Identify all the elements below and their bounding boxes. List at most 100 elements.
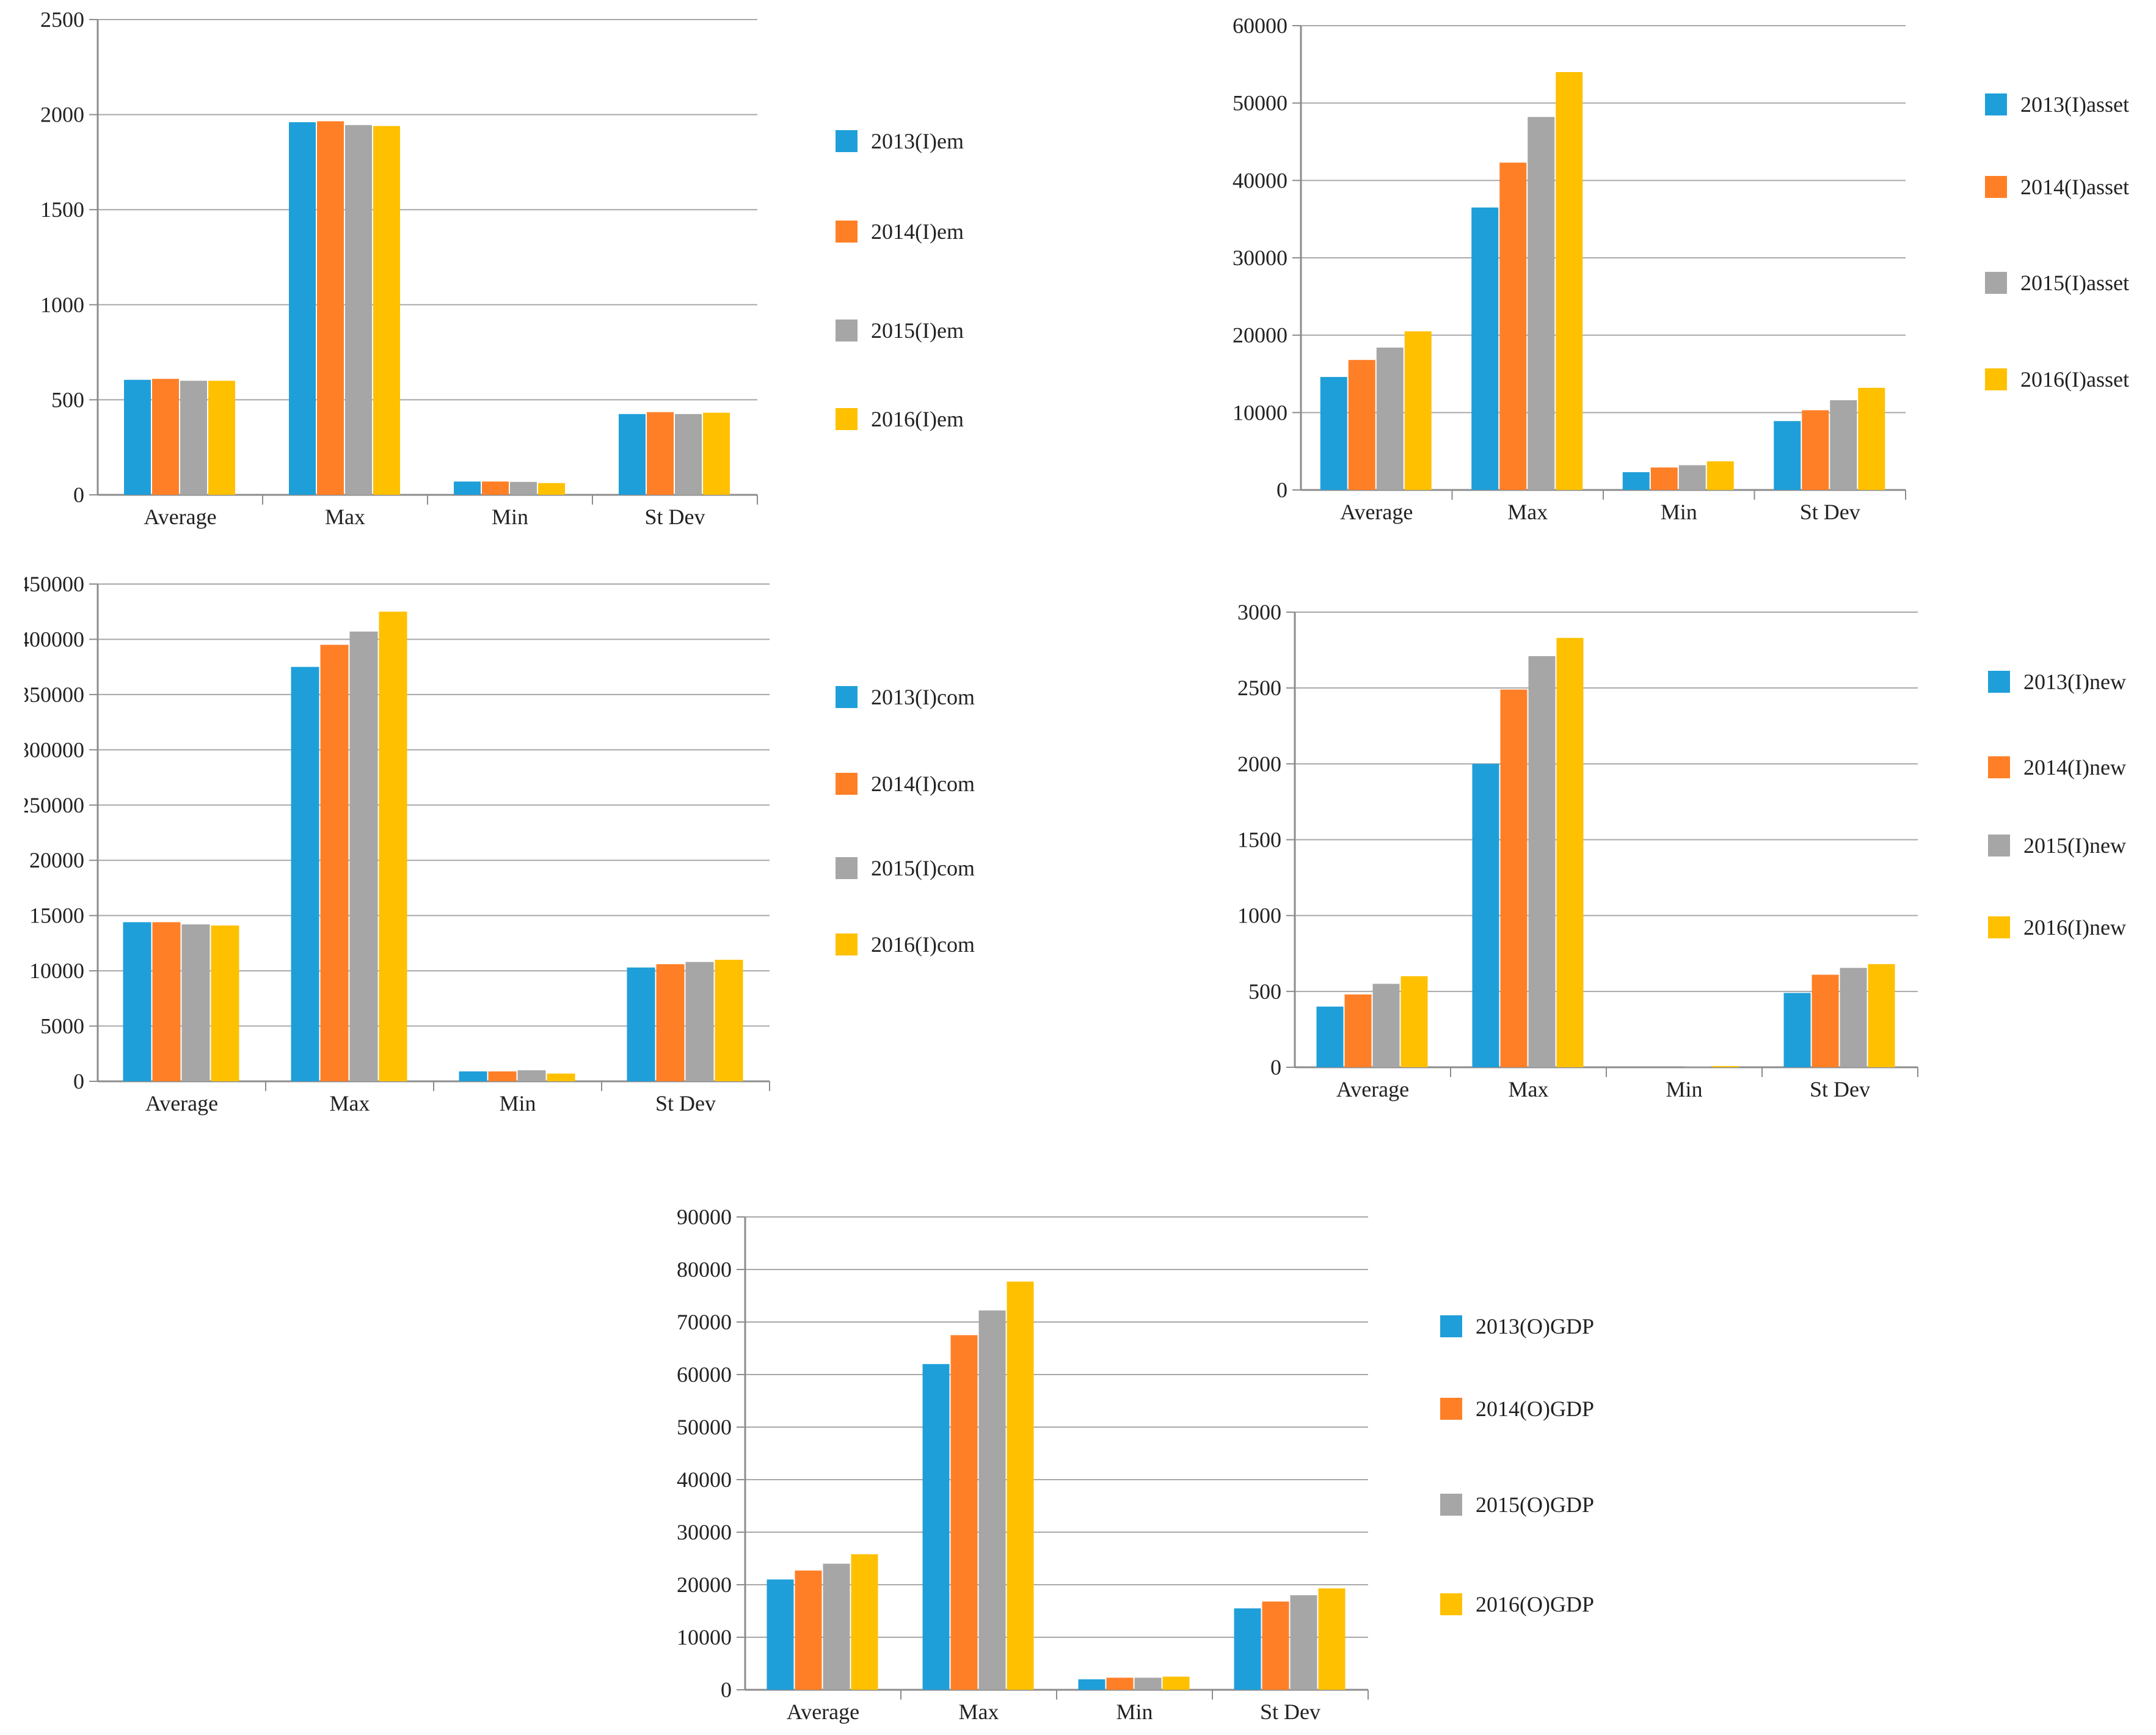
legend-item: 2014(I)em <box>836 219 964 244</box>
bar <box>851 1554 878 1690</box>
legend-label: 2015(I)em <box>871 318 964 343</box>
bar <box>950 1335 978 1690</box>
bar <box>619 414 646 495</box>
bar <box>1622 472 1650 490</box>
bar <box>488 1071 517 1081</box>
x-category-label: Min <box>1666 1077 1702 1101</box>
legend-swatch <box>836 221 858 243</box>
chart-new: 0 500 1000 1500 2000 2500 3000 Average Max Min St … <box>1237 600 1918 1101</box>
chart-asset: 0 10000 20000 30000 40000 50000 60000 Average Ma… <box>1233 13 1906 524</box>
bar <box>715 960 743 1081</box>
chart-employment: 0 500 1000 1500 2000 2500 Average Max Min St Dev <box>40 12 758 529</box>
bar <box>1812 974 1839 1067</box>
y-tick-label: 350000 <box>24 682 84 707</box>
bar <box>454 481 481 495</box>
bar <box>180 381 207 495</box>
legend-item: 2016(I)em <box>836 406 964 432</box>
x-category-label: St Dev <box>1800 500 1860 524</box>
x-category-label: Max <box>959 1700 999 1724</box>
legend-label: 2015(O)GDP <box>1476 1492 1594 1517</box>
legend-label: 2015(I)com <box>871 856 975 880</box>
bar <box>1290 1595 1317 1690</box>
bar <box>795 1570 822 1690</box>
y-tick-label: 40000 <box>1233 168 1287 192</box>
y-tick-label: 1500 <box>1237 828 1281 852</box>
y-tick-label: 2000 <box>40 103 84 127</box>
x-category-label: Min <box>492 505 528 529</box>
legend-item: 2013(I)em <box>836 128 964 154</box>
bar <box>1262 1601 1289 1690</box>
legend-item: 2014(I)new <box>1988 754 2126 780</box>
bar <box>1858 387 1885 490</box>
bar <box>482 481 509 495</box>
y-tick-label: 0 <box>73 1069 84 1094</box>
bar <box>1712 1066 1739 1067</box>
y-tick-label: 10000 <box>1233 400 1287 425</box>
bar <box>1774 421 1801 490</box>
bar <box>208 381 235 495</box>
bar <box>1840 968 1867 1067</box>
legend-swatch <box>1988 916 2010 938</box>
legend-label: 2014(O)GDP <box>1476 1397 1594 1421</box>
bar <box>767 1579 794 1690</box>
bar <box>317 121 344 495</box>
legend-item: 2015(I)new <box>1988 833 2126 858</box>
legend-swatch <box>836 130 858 152</box>
y-tick-label: 500 <box>51 387 84 412</box>
y-tick-label: 50000 <box>1233 91 1287 115</box>
x-category-label: Average <box>1340 500 1413 524</box>
y-tick-label: 5000 <box>40 1014 84 1039</box>
x-category-label: St Dev <box>645 505 705 529</box>
x-category-label: Average <box>144 505 216 529</box>
x-category-label: Average <box>1336 1077 1409 1101</box>
bar <box>675 414 702 495</box>
y-tick-label: 0 <box>73 483 84 507</box>
x-category-label: Min <box>499 1091 536 1116</box>
legend-swatch <box>836 857 858 879</box>
bar <box>373 126 400 495</box>
legend-swatch <box>1985 272 2007 294</box>
y-tick-label: 80000 <box>677 1257 732 1282</box>
bar <box>685 962 714 1081</box>
legend-item: 2013(O)GDP <box>1440 1313 1594 1339</box>
bar <box>1830 400 1857 490</box>
bar <box>459 1071 487 1081</box>
legend-item: 2016(O)GDP <box>1440 1591 1594 1617</box>
legend-swatch <box>1440 1494 1462 1516</box>
bar <box>181 924 210 1081</box>
bar <box>656 964 685 1081</box>
bar <box>1802 410 1829 490</box>
legend-item: 2014(O)GDP <box>1440 1396 1594 1422</box>
y-tick-label: 20000 <box>677 1572 732 1597</box>
x-category-label: Min <box>1661 500 1697 524</box>
y-tick-label: 2500 <box>40 12 84 32</box>
legend-swatch <box>1985 93 2007 115</box>
bar <box>1106 1678 1134 1690</box>
y-tick-label: 2000 <box>1237 751 1281 776</box>
x-category-label: St Dev <box>655 1091 716 1116</box>
y-tick-label: 50000 <box>677 1415 732 1439</box>
bar <box>1499 163 1527 490</box>
bar <box>1316 1006 1344 1067</box>
y-tick-label: 40000 <box>677 1467 732 1492</box>
legend-label: 2015(I)asset <box>2020 271 2129 295</box>
legend-swatch <box>1985 368 2007 390</box>
bar <box>1471 207 1499 490</box>
legend-item: 2014(I)com <box>836 771 975 797</box>
bar <box>1472 764 1499 1067</box>
legend-swatch <box>1988 756 2010 778</box>
legend-label: 2014(I)asset <box>2020 175 2129 199</box>
bar <box>627 967 655 1081</box>
legend-item: 2013(I)new <box>1988 669 2126 695</box>
y-tick-label: 0 <box>1270 1055 1281 1079</box>
bar <box>1078 1679 1105 1690</box>
y-tick-label: 20000 <box>1233 323 1287 348</box>
legend-swatch <box>836 320 858 342</box>
legend-item: 2016(I)asset <box>1985 367 2129 392</box>
y-tick-label: 1000 <box>40 293 84 317</box>
y-tick-label: 300000 <box>24 737 84 762</box>
legend-label: 2016(I)asset <box>2020 367 2129 392</box>
legend-label: 2014(I)com <box>871 772 975 796</box>
bar <box>1372 984 1400 1067</box>
legend-swatch <box>836 408 858 430</box>
